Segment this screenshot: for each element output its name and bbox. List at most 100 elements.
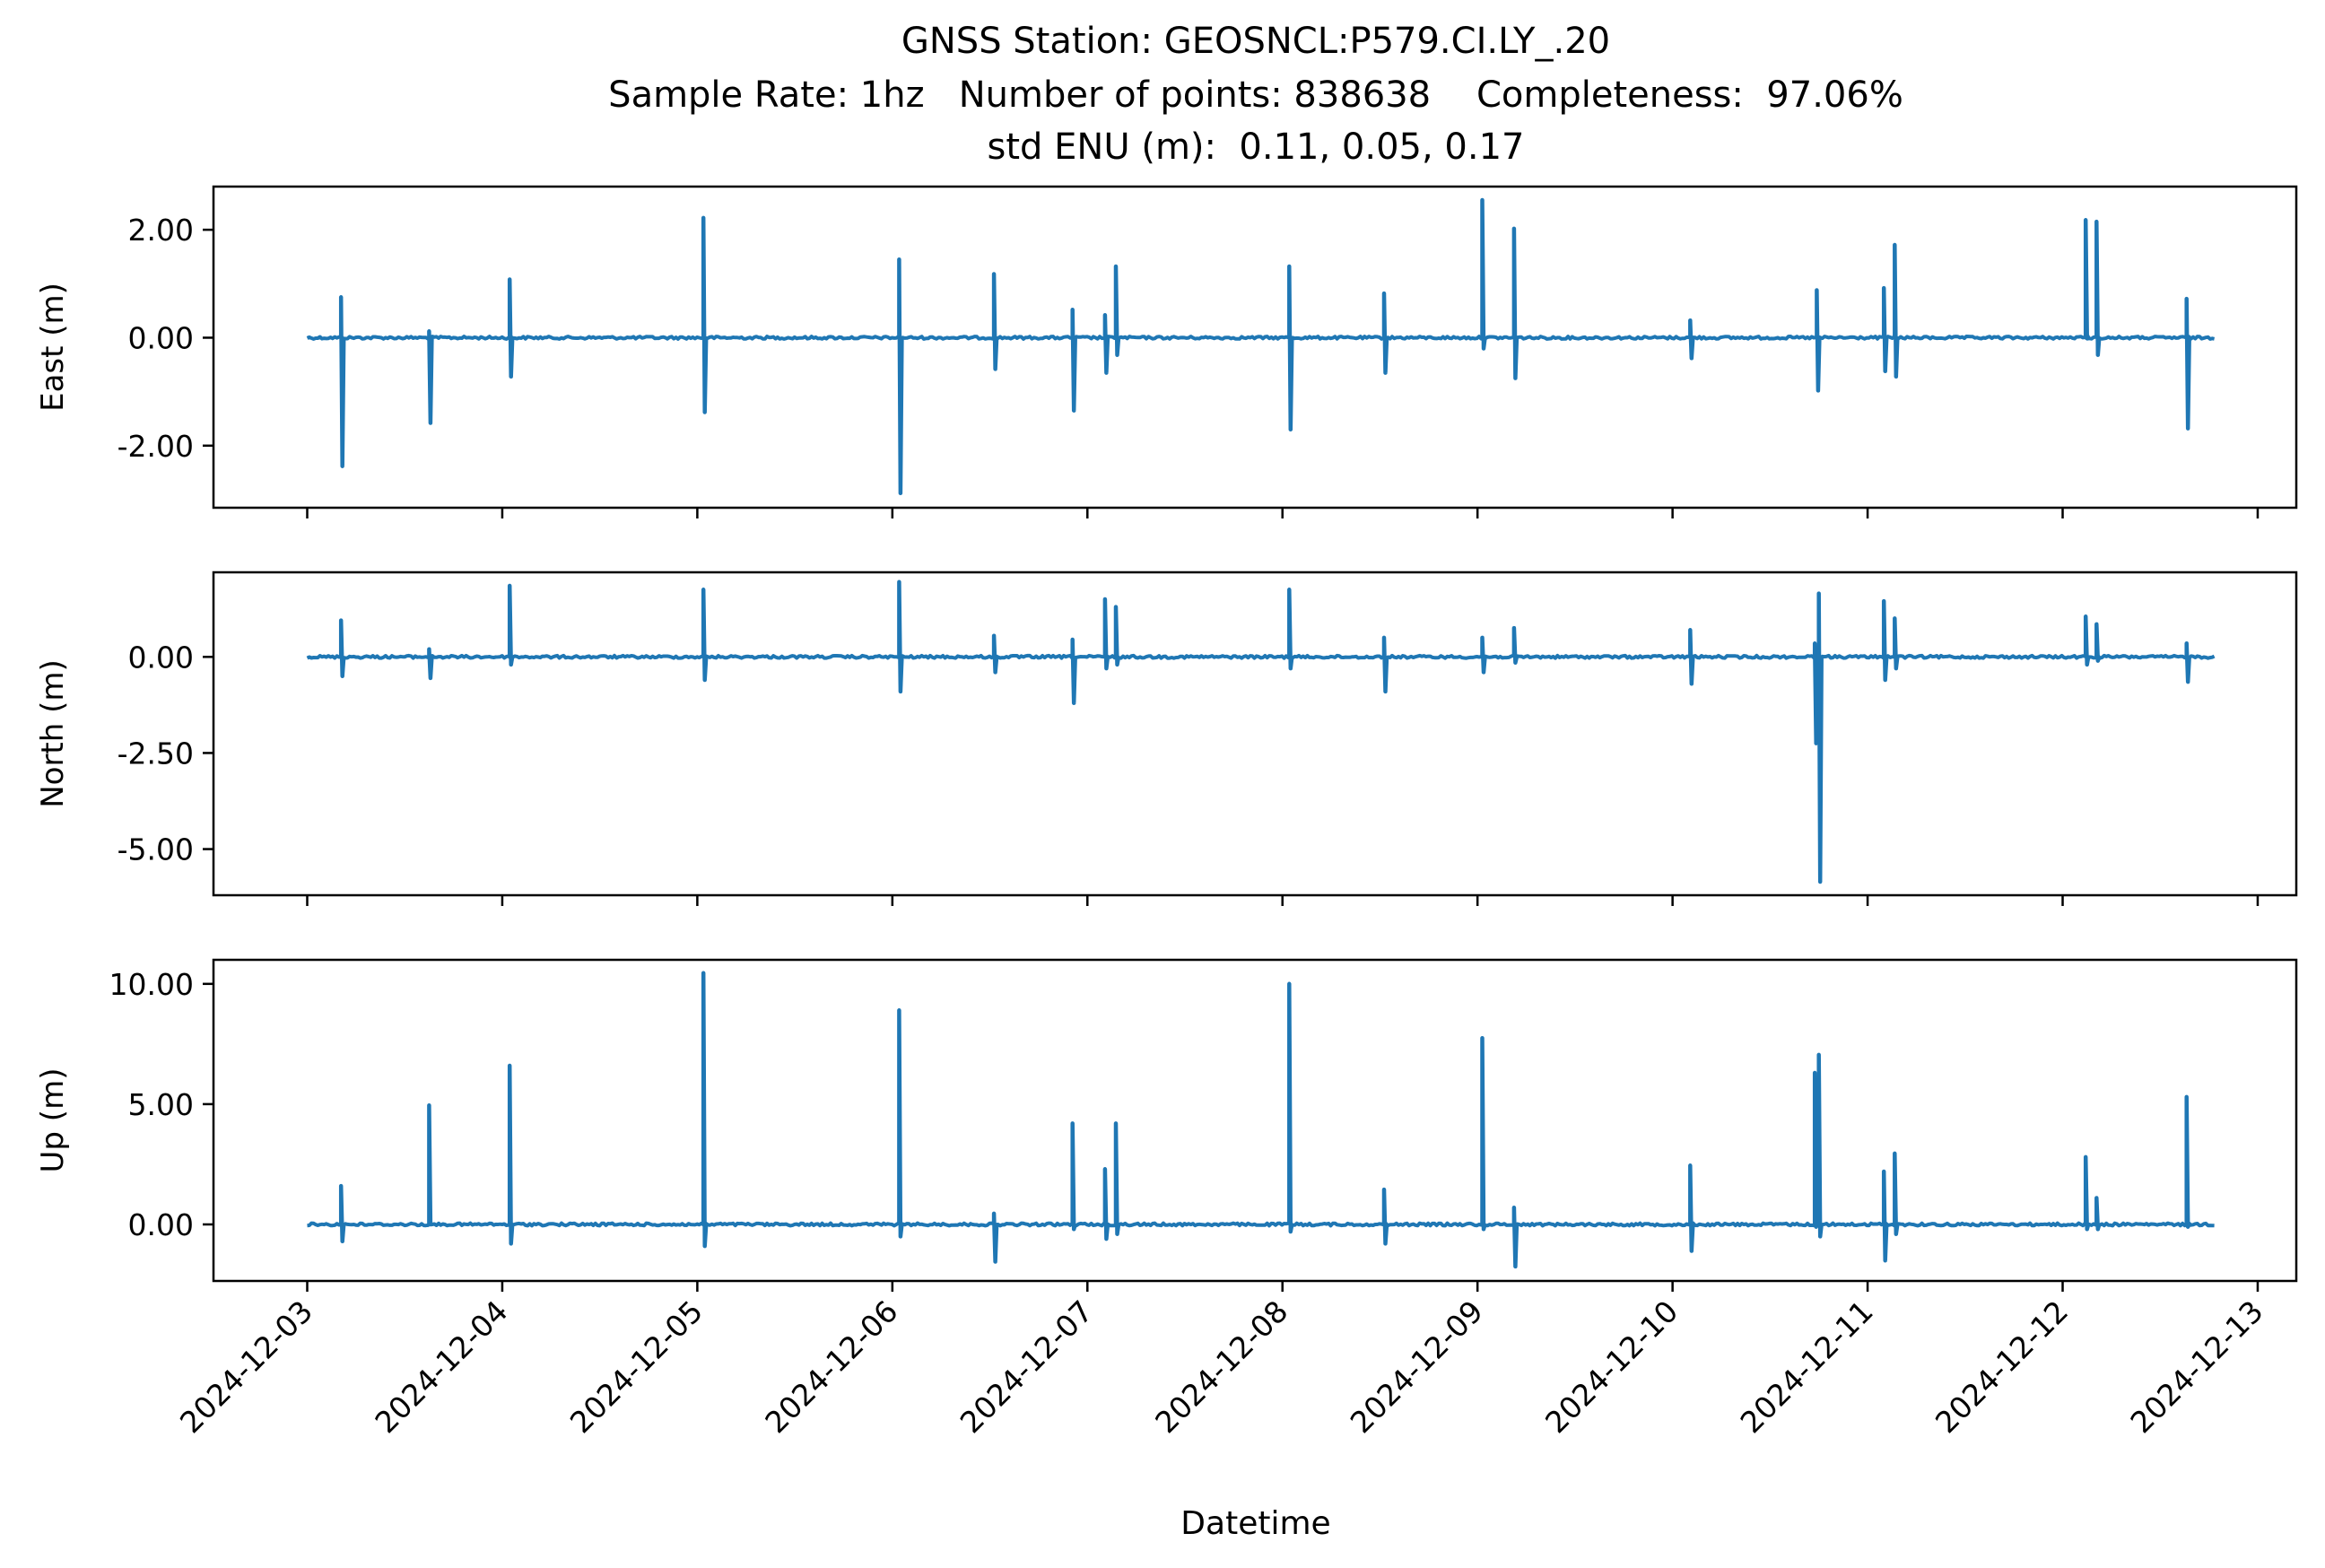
spike-north-3: [701, 588, 709, 683]
spike-east-14: [1815, 288, 1822, 393]
ytick-label-up-0: 0.00: [128, 1207, 194, 1242]
spike-up-5: [991, 1211, 999, 1264]
xtick-label-4: 2024-12-07: [954, 1294, 1100, 1440]
spike-north-13: [1688, 628, 1695, 686]
spike-north-5: [991, 633, 999, 675]
spike-up-0: [338, 1183, 346, 1244]
spike-up-8: [1113, 1121, 1121, 1236]
series-baseline-north: [306, 653, 2216, 660]
spike-up-12: [1511, 1205, 1520, 1269]
spike-east-3: [701, 215, 709, 414]
ytick-label-east-0: -2.00: [118, 429, 194, 464]
spike-up-7: [1102, 1167, 1110, 1241]
axes-frame-up: [212, 958, 2298, 1283]
spike-up-2: [507, 1063, 515, 1246]
axes-frame-east: [212, 185, 2298, 510]
chart-title-line-2: Sample Rate: 1hz Number of points: 83863…: [608, 74, 1903, 116]
xtick-label-8: 2024-12-11: [1734, 1294, 1880, 1440]
spike-north-2: [507, 583, 515, 667]
spike-up-17: [1893, 1151, 1900, 1236]
xtick-label-10: 2024-12-13: [2123, 1294, 2269, 1440]
chart-title-line-1: GNSS Station: GEOSNCL:P579.CI.LY_.20: [901, 21, 1611, 62]
spike-up-16: [1881, 1169, 1889, 1263]
spike-up-18: [2083, 1154, 2091, 1232]
spike-east-19: [2184, 296, 2191, 431]
ytick-label-north-1: -2.50: [118, 736, 194, 771]
panel-east: -2.00 0.00 2.00 East (m): [35, 185, 2298, 518]
spike-north-15: [1816, 591, 1824, 884]
xtick-label-5: 2024-12-08: [1148, 1294, 1294, 1440]
spike-east-15: [1881, 285, 1889, 374]
spike-east-0: [338, 295, 346, 468]
y-axis-label-up: Up (m): [35, 1068, 71, 1173]
spike-north-9: [1287, 588, 1294, 671]
spike-north-18: [2083, 614, 2091, 667]
spike-up-4: [897, 1008, 904, 1239]
spike-north-11: [1480, 635, 1487, 675]
ytick-label-east-1: 0.00: [128, 320, 194, 355]
spike-north-8: [1113, 605, 1121, 667]
ytick-label-north-0: -5.00: [118, 832, 194, 867]
spike-east-2: [507, 277, 515, 379]
ytick-label-east-2: 2.00: [128, 213, 194, 248]
xtick-label-0: 2024-12-03: [173, 1294, 319, 1440]
spike-east-4: [897, 257, 904, 496]
spike-east-8: [1113, 264, 1121, 357]
spike-east-16: [1893, 242, 1900, 379]
spike-up-1: [427, 1102, 433, 1227]
panel-up: 0.00 5.00 10.00 Up (m) 2024-12-03 2024-12-04 2…: [35, 958, 2298, 1440]
xtick-label-9: 2024-12-12: [1929, 1294, 2075, 1440]
chart-title-line-3: std ENU (m): 0.11, 0.05, 0.17: [987, 126, 1525, 168]
spike-east-17: [2083, 218, 2091, 339]
spike-east-18: [2094, 219, 2102, 357]
spike-north-19: [2094, 622, 2102, 663]
spike-up-3: [701, 971, 709, 1249]
ytick-label-north-2: 0.00: [128, 640, 194, 675]
spike-up-10: [1381, 1187, 1389, 1246]
spike-up-11: [1480, 1035, 1487, 1232]
spike-north-10: [1381, 635, 1389, 694]
spike-east-7: [1102, 312, 1110, 375]
axes-frame-north: [212, 571, 2298, 897]
spike-north-1: [427, 647, 434, 681]
spike-east-11: [1480, 197, 1487, 351]
spike-east-10: [1381, 291, 1389, 375]
xtick-label-3: 2024-12-06: [758, 1294, 904, 1440]
y-axis-label-east: East (m): [35, 283, 71, 412]
y-axis-label-north: North (m): [35, 659, 71, 808]
ytick-label-up-2: 10.00: [109, 967, 194, 1002]
spike-east-13: [1688, 318, 1695, 361]
series-baseline-up: [307, 1221, 2215, 1228]
spike-north-14: [1812, 641, 1820, 745]
x-axis-label: Datetime: [1180, 1505, 1330, 1542]
spike-east-6: [1070, 307, 1077, 413]
spike-up-6: [1070, 1121, 1077, 1232]
spike-up-14: [1812, 1070, 1820, 1229]
panel-north: -5.00 -2.50 0.00 North (m): [35, 571, 2298, 906]
xtick-label-1: 2024-12-04: [368, 1294, 514, 1440]
spike-up-20: [2184, 1094, 2191, 1229]
spike-north-12: [1511, 625, 1520, 665]
spike-up-13: [1688, 1163, 1695, 1253]
spike-up-19: [2094, 1196, 2102, 1232]
xtick-label-2: 2024-12-05: [563, 1294, 710, 1440]
spike-up-9: [1287, 981, 1294, 1234]
spike-up-15: [1816, 1052, 1824, 1239]
spike-north-16: [1881, 598, 1889, 683]
spike-east-12: [1511, 226, 1520, 380]
spike-north-4: [897, 579, 904, 694]
xtick-label-7: 2024-12-10: [1538, 1294, 1685, 1440]
spike-north-6: [1070, 637, 1077, 705]
spike-east-9: [1287, 264, 1294, 432]
xtick-label-6: 2024-12-09: [1344, 1294, 1490, 1440]
spike-north-20: [2184, 641, 2191, 684]
spike-north-0: [338, 618, 346, 678]
spike-north-7: [1102, 597, 1110, 671]
spike-east-5: [991, 272, 999, 371]
ytick-label-up-1: 5.00: [128, 1087, 194, 1122]
spike-north-17: [1893, 616, 1900, 671]
spike-east-1: [427, 329, 434, 425]
series-baseline-east: [306, 335, 2216, 341]
